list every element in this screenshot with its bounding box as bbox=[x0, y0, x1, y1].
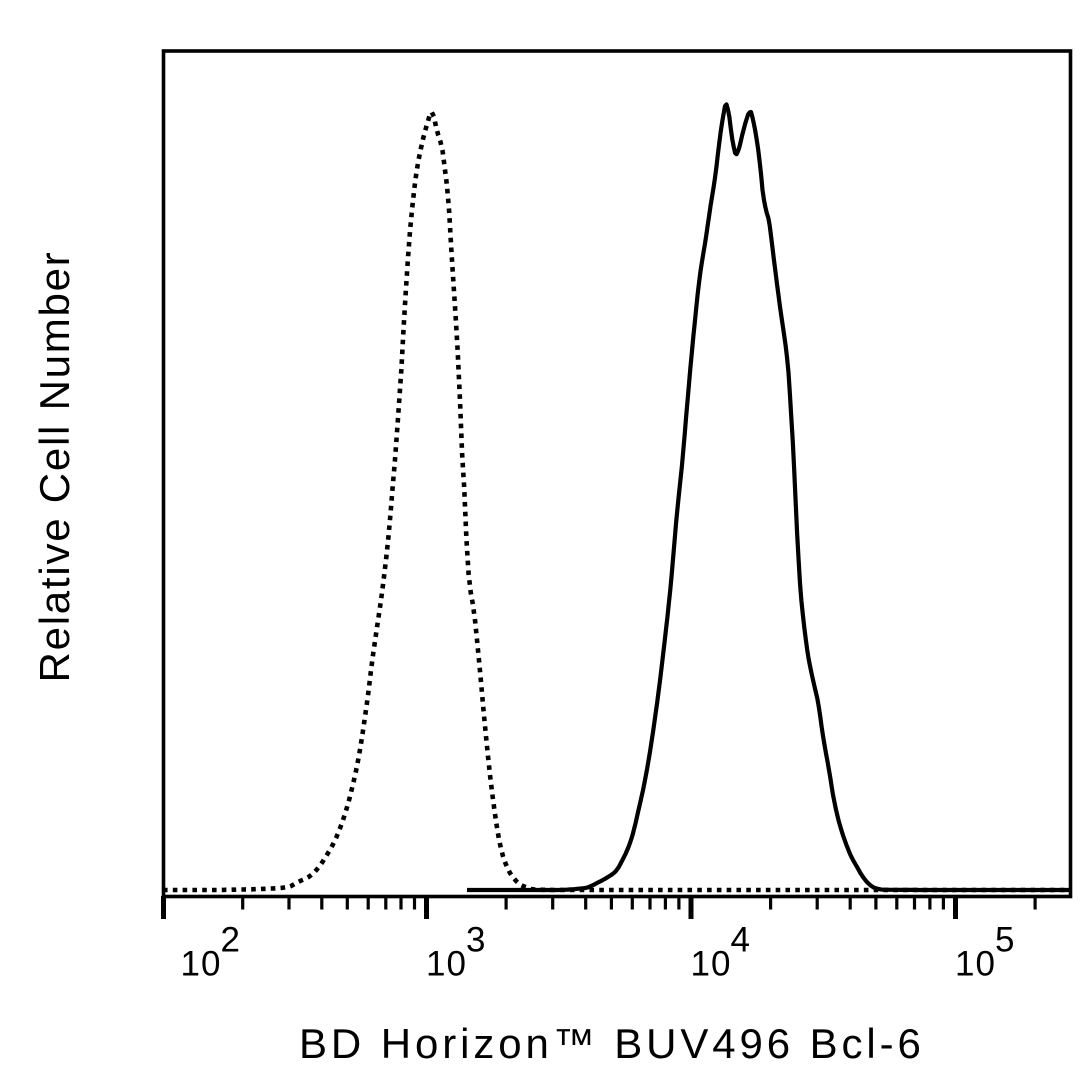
svg-text:Relative Cell Number: Relative Cell Number bbox=[31, 250, 78, 682]
svg-text:10: 10 bbox=[426, 945, 467, 984]
svg-text:10: 10 bbox=[955, 945, 996, 984]
svg-text:2: 2 bbox=[221, 921, 240, 960]
svg-text:10: 10 bbox=[181, 945, 222, 984]
svg-text:10: 10 bbox=[691, 945, 732, 984]
svg-text:BD Horizon™ BUV496 Bcl-6: BD Horizon™ BUV496 Bcl-6 bbox=[299, 1020, 925, 1067]
svg-text:5: 5 bbox=[995, 921, 1014, 960]
svg-text:3: 3 bbox=[466, 921, 485, 960]
svg-text:4: 4 bbox=[731, 921, 750, 960]
